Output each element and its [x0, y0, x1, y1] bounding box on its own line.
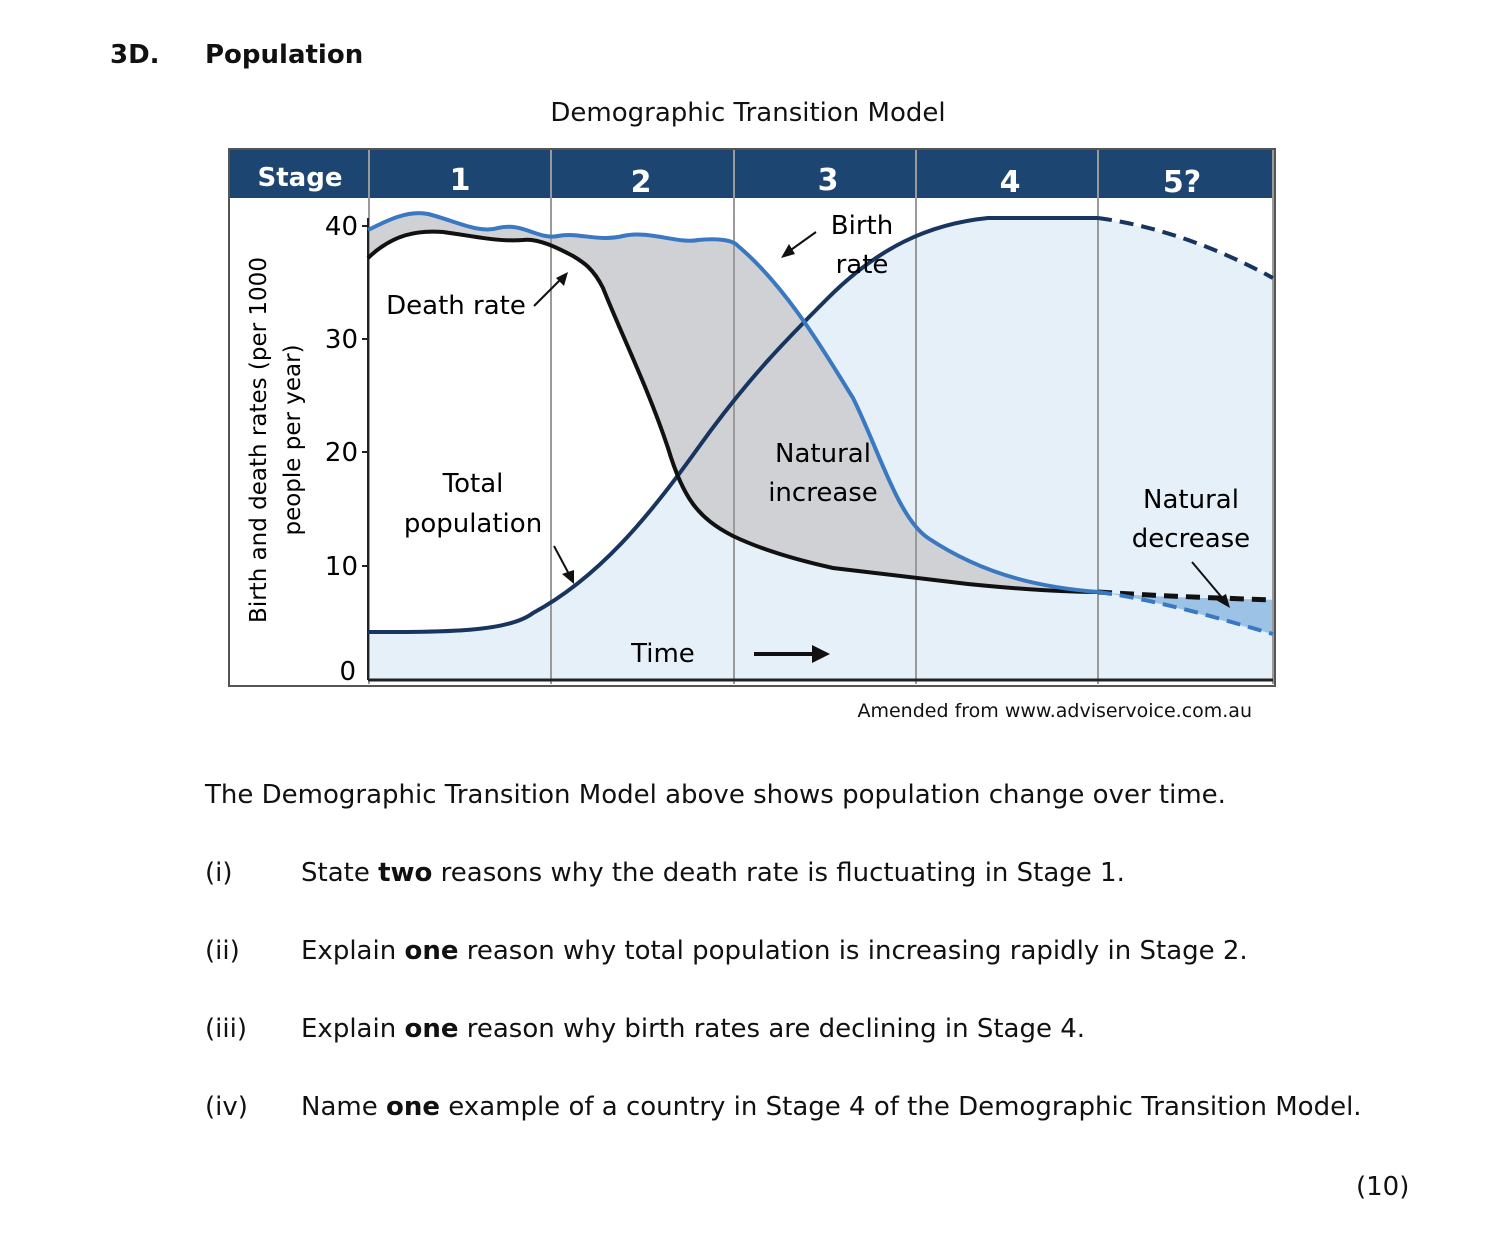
dtm-figure: Stage 1 2 3 4 5? 40 30 20 10 0 Birth a	[228, 148, 1276, 688]
y-tick-40: 40	[325, 212, 358, 242]
time-arrow	[754, 645, 830, 663]
natural-decrease-arrow	[1191, 561, 1230, 608]
annotation-natural-decrease-1: Natural	[1143, 485, 1239, 515]
question-part-text: Explain one reason why total population …	[301, 936, 1248, 966]
birth-rate-arrow	[781, 231, 817, 258]
question-part-text: Explain one reason why birth rates are d…	[301, 1014, 1086, 1044]
death-rate-line	[366, 229, 1099, 594]
y-tick-0: 0	[339, 657, 356, 687]
stage-label-4: 4	[1000, 165, 1021, 200]
annotation-total-population-1: Total	[442, 469, 504, 499]
natural-decrease-area	[1098, 592, 1273, 634]
total-population-projection	[1097, 216, 1274, 280]
total-population-arrow	[553, 545, 574, 584]
annotation-natural-increase-2: increase	[768, 478, 878, 508]
birth-rate-line	[367, 211, 1099, 594]
question-title: Population	[205, 40, 364, 70]
annotation-total-population-2: population	[404, 509, 542, 539]
birth-rate-projection	[1097, 590, 1274, 636]
y-axis-label-line1: Birth and death rates (per 1000	[246, 257, 272, 623]
stage-header-label: Stage	[258, 163, 343, 193]
total-population-line	[367, 216, 1098, 634]
y-tick-20: 20	[325, 438, 358, 468]
marks-total: (10)	[1356, 1172, 1410, 1202]
question-part-text: State two reasons why the death rate is …	[301, 858, 1125, 888]
annotation-birth-rate-2: rate	[836, 250, 889, 280]
figure-title: Demographic Transition Model	[550, 98, 946, 128]
question-part-label: (iv)	[205, 1092, 248, 1122]
question-part-label: (i)	[205, 858, 233, 888]
annotation-natural-increase-1: Natural	[775, 439, 871, 469]
question-number: 3D.	[110, 40, 160, 70]
stage-label-1: 1	[450, 163, 471, 198]
y-axis-label-line2: people per year)	[280, 344, 306, 535]
x-axis-label-time: Time	[630, 639, 695, 669]
dtm-chart: Stage 1 2 3 4 5? 40 30 20 10 0 Birth a	[228, 148, 1276, 687]
stage-label-3: 3	[818, 163, 839, 198]
question-part-label: (ii)	[205, 936, 240, 966]
y-tick-30: 30	[325, 325, 358, 355]
figure-source: Amended from www.adviservoice.com.au	[857, 700, 1252, 722]
death-rate-arrow	[533, 272, 568, 307]
stage-label-2: 2	[631, 165, 652, 200]
death-rate-projection	[1097, 589, 1274, 603]
annotation-natural-decrease-2: decrease	[1132, 524, 1250, 554]
y-tick-10: 10	[325, 552, 358, 582]
annotation-death-rate: Death rate	[386, 291, 526, 321]
question-part-label: (iii)	[205, 1014, 247, 1044]
stage-label-5: 5?	[1163, 165, 1201, 200]
annotation-birth-rate-1: Birth	[831, 211, 893, 241]
stage-header	[230, 150, 1274, 198]
question-part-text: Name one example of a country in Stage 4…	[301, 1092, 1362, 1122]
intro-text: The Demographic Transition Model above s…	[205, 780, 1226, 810]
y-ticks	[362, 225, 368, 567]
